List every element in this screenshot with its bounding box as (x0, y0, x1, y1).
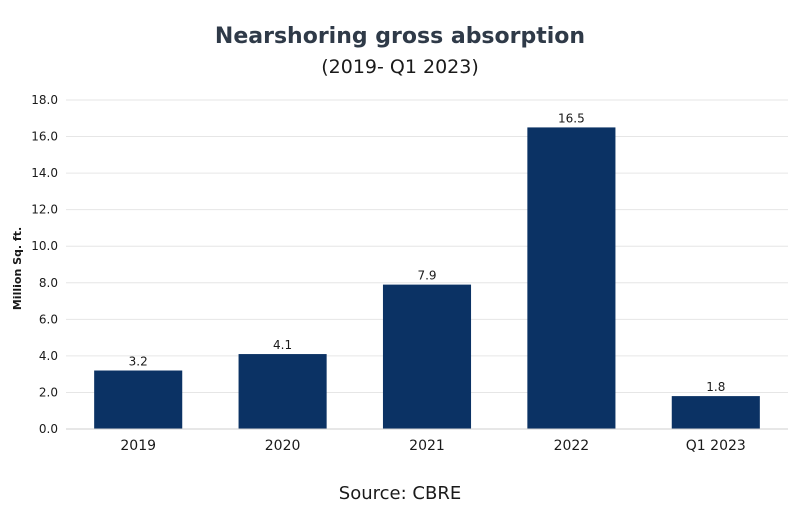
bar-q1-2023 (671, 396, 760, 429)
y-tick-label: 10.0 (31, 239, 58, 253)
data-label: 4.1 (273, 338, 292, 352)
data-label: 3.2 (129, 355, 148, 369)
y-tick-label: 2.0 (39, 385, 58, 399)
y-tick-label: 6.0 (39, 312, 58, 326)
data-label: 1.8 (706, 380, 725, 394)
bar-2022 (527, 127, 616, 430)
bars (94, 127, 760, 430)
x-tick-label: 2019 (120, 438, 156, 454)
x-tick-label: 2021 (409, 438, 445, 454)
y-tick-label: 4.0 (39, 349, 58, 363)
y-tick-label: 18.0 (31, 93, 58, 107)
x-tick-label: 2022 (554, 438, 590, 454)
data-label: 7.9 (417, 269, 436, 283)
y-tick-label: 12.0 (31, 203, 58, 217)
source-note: Source: CBRE (338, 483, 462, 504)
y-tick-label: 16.0 (31, 130, 58, 144)
y-axis-title: Million Sq. ft. (11, 227, 24, 310)
bar-2019 (94, 370, 183, 429)
y-tick-label: 14.0 (31, 166, 58, 180)
bar-2020 (238, 354, 327, 429)
chart-title: Nearshoring gross absorption (214, 24, 586, 49)
bar-2021 (382, 284, 472, 429)
chart-subtitle: (2019- Q1 2023) (321, 56, 479, 78)
data-label: 16.5 (558, 111, 585, 125)
y-tick-label: 8.0 (39, 276, 58, 290)
y-tick-label: 0.0 (39, 422, 58, 436)
x-tick-label: 2020 (265, 438, 301, 454)
x-tick-label: Q1 2023 (686, 438, 746, 454)
labels: 0.0 2.0 4.0 6.0 8.0 10.0 12.0 14.0 16.0 18.0 3.2 20… (11, 93, 746, 454)
